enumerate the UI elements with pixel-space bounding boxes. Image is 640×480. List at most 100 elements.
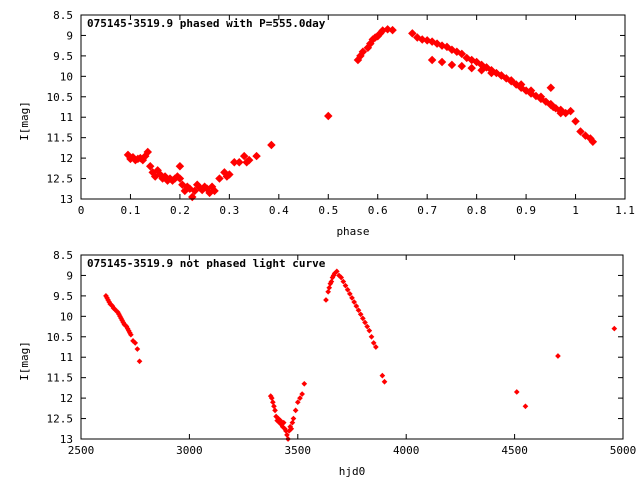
unphased-data-point bbox=[132, 340, 139, 346]
phased-x-tick-label: 0.8 bbox=[467, 204, 487, 217]
phased-data-point bbox=[175, 162, 185, 171]
unphased-y-tick-label: 9 bbox=[66, 269, 73, 282]
unphased-data-point bbox=[522, 403, 529, 410]
unphased-data-point bbox=[290, 415, 297, 422]
unphased-chart-title: 075145-3519.9 not phased light curve bbox=[87, 257, 326, 270]
unphased-data-point bbox=[357, 311, 364, 318]
unphased-data-point bbox=[272, 407, 278, 414]
phased-data-point bbox=[145, 162, 155, 171]
unphased-x-tick-label: 3500 bbox=[285, 444, 312, 457]
unphased-data-point bbox=[270, 399, 276, 406]
unphased-data-point bbox=[268, 395, 275, 401]
unphased-data-point bbox=[340, 278, 347, 285]
phased-y-tick-label: 9.5 bbox=[53, 50, 73, 63]
unphased-y-tick-label: 12 bbox=[60, 392, 73, 405]
unphased-data-point bbox=[370, 340, 377, 346]
unphased-x-tick-label: 3000 bbox=[176, 444, 203, 457]
unphased-data-points bbox=[103, 268, 618, 442]
phased-data-point bbox=[215, 174, 224, 183]
unphased-data-point bbox=[364, 323, 371, 330]
phased-data-point bbox=[252, 151, 261, 161]
unphased-data-point bbox=[368, 333, 375, 340]
unphased-data-point bbox=[325, 288, 331, 295]
phased-y-ticks: 8.5 9 9.5 10 10.5 11 11.5 12 12.5 13 bbox=[47, 9, 625, 206]
unphased-data-point bbox=[353, 303, 360, 309]
phased-y-tick-label: 11.5 bbox=[47, 132, 74, 145]
unphased-data-point bbox=[355, 307, 362, 314]
phased-data-point bbox=[225, 170, 234, 179]
unphased-data-point bbox=[292, 407, 299, 414]
phased-data-point bbox=[244, 155, 254, 165]
phased-data-point bbox=[546, 83, 556, 93]
phased-data-point bbox=[239, 151, 249, 161]
phased-data-point bbox=[324, 111, 333, 121]
phased-y-tick-label: 12.5 bbox=[47, 173, 74, 186]
phased-data-point bbox=[408, 29, 417, 38]
unphased-x-tick-label: 2500 bbox=[68, 444, 95, 457]
unphased-data-point bbox=[344, 286, 351, 293]
unphased-data-point bbox=[373, 344, 379, 350]
phased-data-point bbox=[143, 147, 153, 157]
phased-data-point bbox=[477, 65, 486, 75]
phased-y-tick-label: 9 bbox=[66, 29, 73, 42]
unphased-data-point bbox=[555, 353, 561, 359]
unphased-data-point bbox=[381, 378, 388, 385]
phased-data-point bbox=[235, 157, 244, 167]
unphased-data-point bbox=[347, 291, 353, 297]
unphased-plot-frame bbox=[80, 254, 624, 440]
unphased-data-point bbox=[349, 295, 355, 301]
phased-data-point bbox=[457, 49, 467, 59]
phased-y-tick-label: 8.5 bbox=[53, 9, 73, 22]
unphased-x-ticks: 2500 3000 3500 4000 4500 5000 bbox=[68, 255, 637, 457]
unphased-data-point bbox=[338, 274, 344, 281]
phased-data-point bbox=[467, 63, 476, 73]
unphased-data-point bbox=[379, 372, 386, 379]
unphased-y-tick-label: 11.5 bbox=[47, 372, 74, 385]
phased-data-point bbox=[457, 61, 467, 71]
phased-x-axis-label: phase bbox=[336, 225, 369, 238]
phased-x-tick-label: 0.6 bbox=[368, 204, 388, 217]
unphased-data-point bbox=[333, 268, 340, 275]
unphased-data-point bbox=[284, 432, 290, 438]
unphased-data-point bbox=[351, 299, 357, 305]
phased-x-tick-label: 1 bbox=[572, 204, 579, 217]
unphased-y-tick-label: 12.5 bbox=[47, 413, 74, 426]
unphased-light-curve-panel: 2500 3000 3500 4000 4500 5000 8.5 9 9.5 10 10.5 11… bbox=[18, 249, 636, 478]
phased-plot-frame bbox=[80, 14, 626, 200]
phased-data-point bbox=[358, 47, 368, 57]
unphased-data-point bbox=[513, 389, 520, 395]
unphased-x-axis-label: hjd0 bbox=[339, 465, 366, 478]
unphased-y-tick-label: 11 bbox=[60, 351, 73, 364]
unphased-y-axis-label: I[mag] bbox=[18, 341, 31, 381]
unphased-x-tick-label: 5000 bbox=[610, 444, 637, 457]
unphased-data-point bbox=[271, 403, 277, 410]
phased-x-tick-label: 0.7 bbox=[417, 204, 437, 217]
phased-data-point bbox=[210, 186, 219, 196]
unphased-data-point bbox=[288, 425, 295, 432]
phased-x-tick-label: 0 bbox=[78, 204, 85, 217]
phased-y-tick-label: 12 bbox=[60, 152, 73, 165]
phased-data-point bbox=[447, 60, 457, 70]
phased-data-point bbox=[487, 68, 496, 78]
unphased-x-tick-label: 4000 bbox=[393, 444, 420, 457]
phased-data-point bbox=[267, 140, 276, 150]
phased-x-tick-label: 1.1 bbox=[615, 204, 635, 217]
phased-data-point bbox=[427, 55, 437, 65]
phased-x-tick-label: 0.2 bbox=[170, 204, 190, 217]
phased-y-axis-label: I[mag] bbox=[18, 101, 31, 141]
phased-data-point bbox=[507, 76, 516, 85]
unphased-data-point bbox=[299, 391, 305, 397]
unphased-data-point bbox=[328, 278, 335, 285]
phased-y-tick-label: 10.5 bbox=[47, 91, 74, 104]
phased-x-tick-label: 0.5 bbox=[318, 204, 338, 217]
unphased-data-point bbox=[297, 395, 303, 401]
unphased-y-tick-label: 10 bbox=[60, 310, 73, 323]
phased-data-point bbox=[230, 157, 239, 167]
unphased-data-point bbox=[294, 399, 301, 406]
phased-x-tick-label: 0.3 bbox=[219, 204, 239, 217]
unphased-data-point bbox=[326, 284, 333, 291]
unphased-y-tick-label: 13 bbox=[60, 433, 73, 446]
unphased-data-point bbox=[366, 327, 373, 334]
unphased-data-point bbox=[289, 419, 296, 426]
